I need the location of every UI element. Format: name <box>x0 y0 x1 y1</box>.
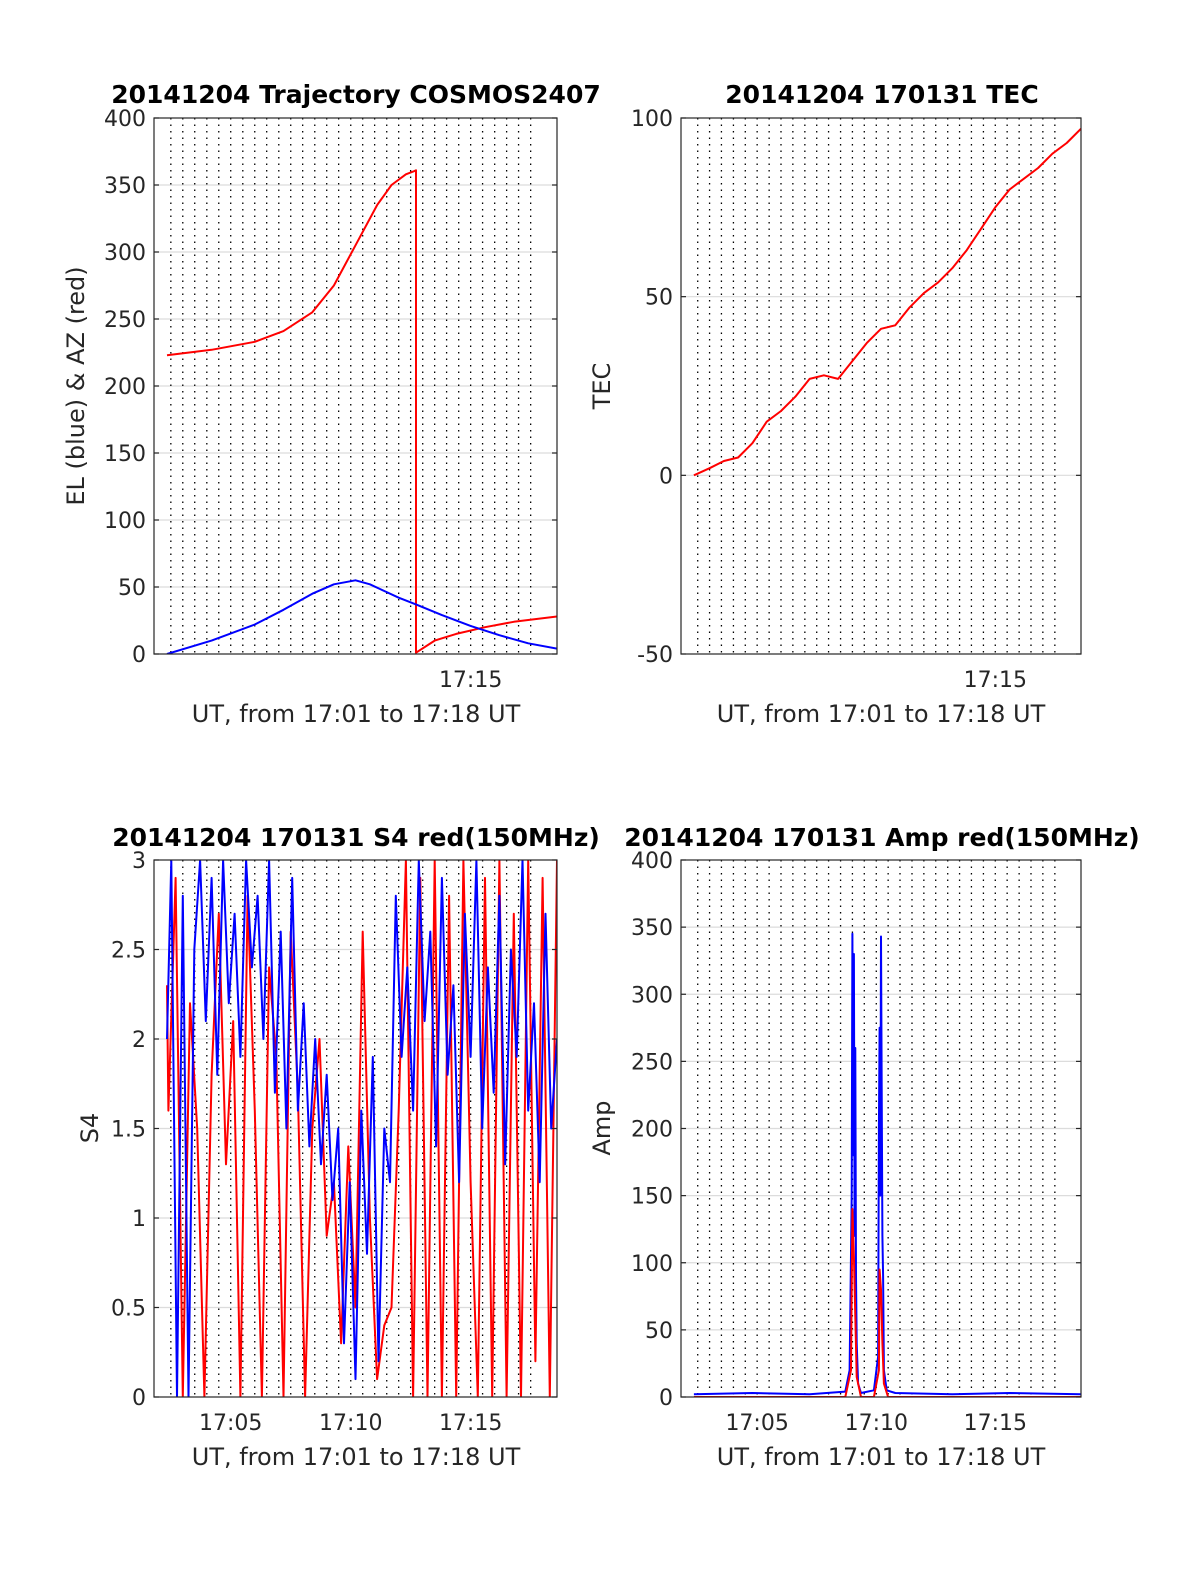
series-line-1 <box>166 169 557 654</box>
s4-xlabel: UT, from 17:01 to 17:18 UT <box>192 1443 521 1471</box>
y-tick-label: 50 <box>645 1319 673 1344</box>
x-tick-label: 17:05 <box>199 1411 262 1436</box>
series-line-2 <box>693 1208 1081 1397</box>
trajectory-panel: 20141204 Trajectory COSMOS2407 0 50 100 150… <box>62 80 601 728</box>
s4-axes-frame <box>153 859 558 1398</box>
y-tick-label: 0.5 <box>111 1297 146 1322</box>
y-tick-label: 300 <box>104 241 146 266</box>
amp-title: 20141204 170131 Amp red(150MHz) <box>624 823 1140 852</box>
tec-axes-frame <box>680 117 1082 655</box>
tec-xlabel: UT, from 17:01 to 17:18 UT <box>717 700 1046 728</box>
y-tick-label: 0 <box>132 643 146 668</box>
series-line-1 <box>166 860 557 1397</box>
y-tick-label: 400 <box>104 107 146 132</box>
trajectory-xlabel: UT, from 17:01 to 17:18 UT <box>192 700 521 728</box>
series-line-2 <box>166 860 557 1397</box>
y-tick-label: 150 <box>631 1185 673 1210</box>
y-tick-label: 0 <box>659 1386 673 1411</box>
series-line-1 <box>693 932 1081 1396</box>
s4-title: 20141204 170131 S4 red(150MHz) <box>112 823 600 852</box>
y-tick-label: 100 <box>631 107 673 132</box>
y-tick-label: 3 <box>132 849 146 874</box>
amp-axes-frame <box>680 859 1082 1398</box>
y-tick-label: -50 <box>637 643 673 668</box>
y-tick-label: 1 <box>132 1207 146 1232</box>
tec-panel: 20141204 170131 TEC -50 0 50 100 17:15 UT, f… <box>588 80 1082 728</box>
x-tick-label: 17:15 <box>439 668 502 693</box>
trajectory-title: 20141204 Trajectory COSMOS2407 <box>111 80 601 109</box>
amp-ylabel: Amp <box>588 1100 616 1155</box>
trajectory-axes-frame <box>153 117 558 655</box>
s4-panel: 20141204 170131 S4 red(150MHz) 0 0.5 1 1.5 2… <box>76 823 600 1471</box>
y-tick-label: 2 <box>132 1028 146 1053</box>
y-tick-label: 100 <box>631 1252 673 1277</box>
y-tick-label: 250 <box>104 308 146 333</box>
series-line-2 <box>166 579 557 654</box>
y-tick-label: 400 <box>631 849 673 874</box>
y-tick-label: 250 <box>631 1050 673 1075</box>
x-tick-label: 17:10 <box>845 1411 908 1436</box>
amp-xlabel: UT, from 17:01 to 17:18 UT <box>717 1443 1046 1471</box>
y-tick-label: 300 <box>631 983 673 1008</box>
y-tick-label: 150 <box>104 442 146 467</box>
y-tick-label: 0 <box>659 464 673 489</box>
y-tick-label: 0 <box>132 1386 146 1411</box>
s4-ylabel: S4 <box>76 1113 104 1144</box>
x-tick-label: 17:15 <box>964 668 1027 693</box>
y-tick-label: 350 <box>104 174 146 199</box>
y-tick-label: 50 <box>118 576 146 601</box>
y-tick-label: 200 <box>104 375 146 400</box>
x-tick-label: 17:05 <box>725 1411 788 1436</box>
y-tick-label: 200 <box>631 1118 673 1143</box>
y-tick-label: 50 <box>645 286 673 311</box>
y-tick-label: 100 <box>104 509 146 534</box>
tec-ylabel: TEC <box>588 363 616 411</box>
amp-panel: 20141204 170131 Amp red(150MHz) 0 50 100 15… <box>588 823 1140 1471</box>
y-tick-label: 350 <box>631 916 673 941</box>
y-tick-label: 2.5 <box>111 939 146 964</box>
x-tick-label: 17:15 <box>964 1411 1027 1436</box>
x-tick-label: 17:15 <box>439 1411 502 1436</box>
x-tick-label: 17:10 <box>319 1411 382 1436</box>
y-tick-label: 1.5 <box>111 1118 146 1143</box>
series-line-1 <box>693 127 1081 477</box>
trajectory-ylabel: EL (blue) & AZ (red) <box>62 266 90 505</box>
tec-title: 20141204 170131 TEC <box>725 80 1038 109</box>
